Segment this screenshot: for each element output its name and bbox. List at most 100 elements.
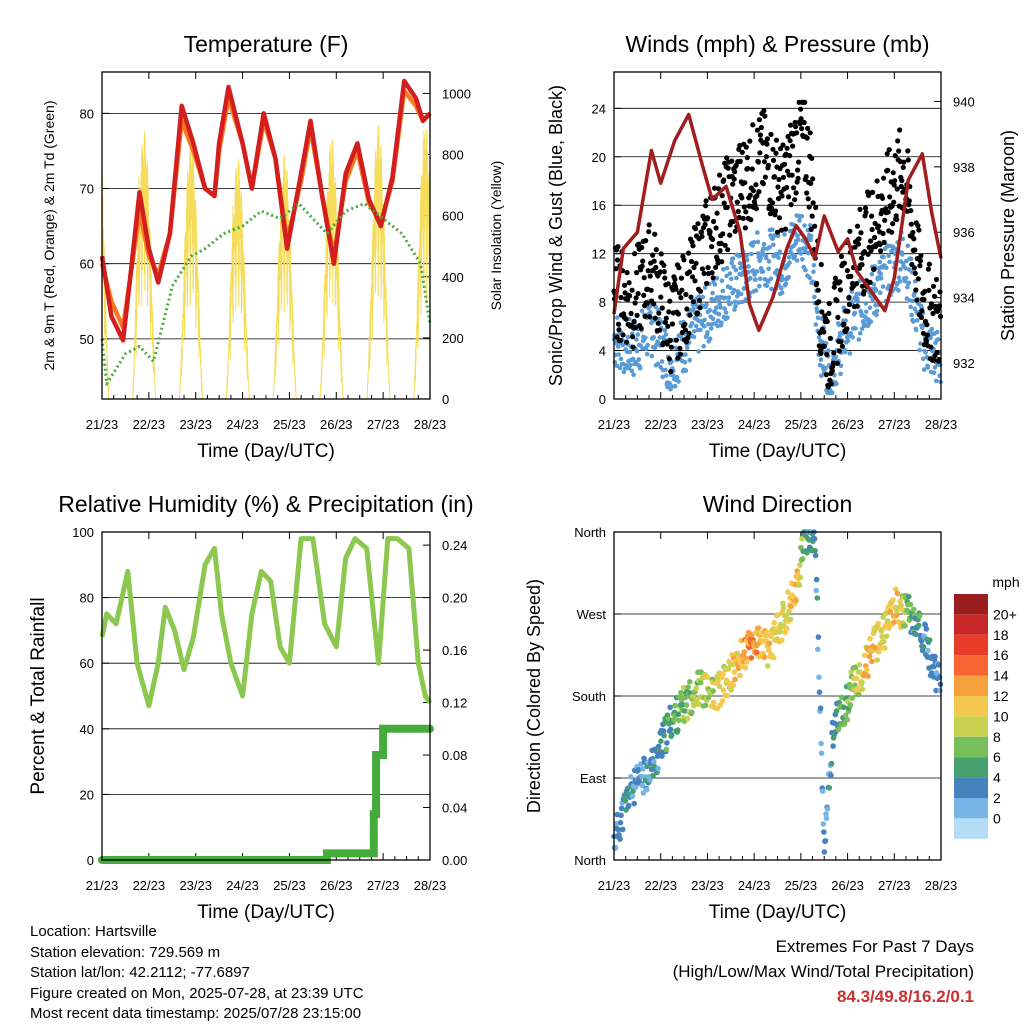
wind-point	[850, 335, 855, 340]
y-tick-label-3-1: East	[580, 771, 606, 786]
direction-point	[893, 586, 899, 592]
legend-swatch-4	[954, 675, 988, 696]
wind-point	[894, 282, 900, 287]
legend-swatch-11	[954, 818, 988, 839]
gust-point	[630, 334, 636, 340]
direction-point	[784, 625, 790, 632]
gust-point	[678, 275, 685, 281]
gust-point	[641, 292, 647, 298]
direction-point	[937, 687, 943, 694]
gust-point	[657, 327, 663, 333]
direction-point	[635, 766, 642, 773]
gust-point	[757, 150, 763, 156]
wind-point	[909, 312, 914, 318]
wind-point	[928, 335, 933, 341]
direction-point	[625, 802, 632, 809]
direction-point	[817, 705, 824, 711]
wind-point	[733, 303, 738, 309]
gust-point	[632, 300, 638, 306]
y-tick-label-1-1: 4	[599, 344, 606, 359]
wind-point	[878, 290, 883, 296]
gust-point	[666, 309, 672, 315]
gust-point	[897, 127, 903, 133]
gust-point	[880, 230, 886, 237]
direction-point	[823, 815, 830, 822]
gust-point	[707, 229, 713, 235]
gust-point	[854, 223, 861, 229]
wind-point	[794, 258, 800, 263]
chart-title-3: Wind Direction	[703, 491, 853, 517]
gust-point	[724, 155, 730, 161]
gust-point	[736, 214, 742, 221]
direction-point	[777, 629, 783, 635]
gust-point	[613, 266, 619, 272]
wind-point	[682, 360, 688, 365]
y-tick-label-0-0: 50	[80, 332, 94, 347]
wind-point	[847, 351, 853, 356]
elevation-text: Station elevation: 729.569 m	[30, 943, 221, 961]
wind-point	[795, 233, 800, 239]
wind-point	[659, 359, 665, 364]
direction-point	[887, 608, 894, 615]
wind-point	[674, 375, 680, 380]
direction-point	[613, 820, 619, 827]
legend-label-1: 18	[993, 627, 1009, 643]
wind-point	[811, 263, 817, 268]
wind-point	[917, 347, 922, 353]
direction-point	[734, 650, 740, 657]
wind-point	[634, 348, 640, 354]
direction-point	[766, 640, 773, 647]
direction-point	[681, 684, 687, 691]
wind-point	[878, 275, 884, 281]
x-tick-label-2-4: 25/23	[273, 878, 306, 893]
direction-point	[728, 687, 734, 693]
direction-point	[822, 838, 829, 844]
gust-point	[703, 198, 709, 204]
gust-point	[793, 124, 799, 130]
y-tick-label-1-3: 12	[592, 247, 606, 262]
direction-point	[812, 547, 818, 554]
gust-point	[915, 276, 922, 282]
gust-point	[699, 233, 705, 240]
gust-point	[844, 326, 850, 332]
direction-point	[911, 606, 917, 613]
gust-point	[628, 310, 634, 317]
gust-point	[881, 239, 887, 245]
wind-point	[614, 363, 620, 369]
wind-point	[615, 344, 621, 349]
wind-point	[673, 345, 678, 351]
x-tick-label-2-7: 28/23	[414, 878, 447, 893]
direction-point	[859, 679, 865, 685]
x-tick-label-0-4: 25/23	[273, 417, 306, 432]
wind-point	[728, 285, 733, 291]
direction-point	[816, 674, 822, 680]
direction-point	[661, 732, 667, 739]
gust-point	[835, 314, 841, 320]
gust-point	[780, 142, 786, 148]
wind-point	[691, 334, 697, 340]
wind-point	[911, 319, 916, 324]
direction-point	[643, 786, 650, 793]
direction-point	[866, 653, 873, 660]
wind-point	[728, 301, 734, 306]
gust-point	[917, 258, 924, 264]
gust-point	[908, 208, 914, 214]
gust-point	[743, 144, 749, 150]
gust-point	[837, 279, 843, 285]
gust-point	[784, 184, 790, 191]
wind-point	[903, 266, 908, 271]
gust-point	[861, 288, 867, 294]
gust-point	[802, 99, 808, 105]
direction-point	[655, 743, 662, 750]
gust-point	[690, 243, 696, 249]
legend-label-5: 10	[993, 708, 1009, 724]
gust-point	[836, 348, 843, 354]
gust-point	[756, 117, 763, 123]
direction-point	[689, 709, 695, 716]
gust-point	[665, 323, 671, 329]
gust-point	[744, 155, 750, 161]
gust-point	[791, 185, 797, 191]
gust-point	[685, 335, 691, 341]
wind-point	[807, 275, 812, 281]
gust-point	[762, 113, 768, 119]
